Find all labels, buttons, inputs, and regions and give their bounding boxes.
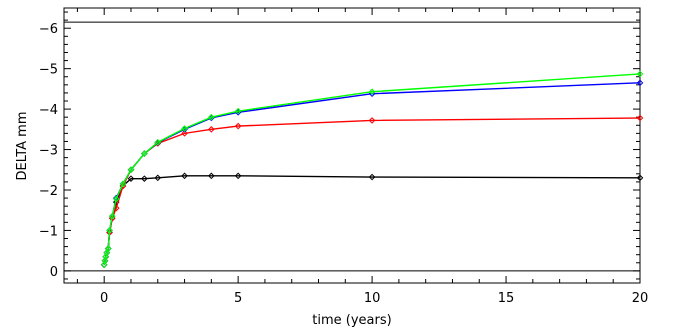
data-point <box>127 175 135 182</box>
series-layer <box>100 70 644 269</box>
data-point <box>181 125 188 132</box>
series-0 <box>100 172 644 269</box>
plot-frame <box>63 7 641 284</box>
data-point <box>636 114 644 122</box>
data-point <box>104 245 112 252</box>
data-point <box>636 79 644 87</box>
data-point <box>106 227 113 234</box>
data-point <box>154 138 162 146</box>
data-point <box>368 173 376 181</box>
x-tick-label: 20 <box>632 291 649 306</box>
data-point <box>102 253 110 261</box>
data-point <box>368 88 376 96</box>
data-point <box>208 113 215 121</box>
data-point <box>234 172 242 180</box>
data-point <box>103 249 111 256</box>
y-tick-label: −4 <box>39 103 58 118</box>
data-point <box>234 107 242 115</box>
data-point <box>154 174 162 182</box>
data-point <box>208 172 215 180</box>
x-tick-label: 10 <box>364 291 381 306</box>
data-point <box>101 257 109 265</box>
data-point <box>100 261 108 269</box>
data-point <box>636 70 644 78</box>
data-point <box>181 172 188 180</box>
data-point <box>636 174 644 182</box>
reference-lines <box>64 21 640 272</box>
data-point <box>234 122 242 130</box>
series-1 <box>100 114 644 269</box>
data-point <box>181 130 188 137</box>
y-tick-label: −1 <box>39 224 58 239</box>
x-axis-title: time (years) <box>312 313 391 328</box>
y-tick-label: −2 <box>39 184 58 199</box>
y-tick-label: −5 <box>39 63 58 78</box>
y-tick-label: 0 <box>50 265 58 280</box>
x-tick-label: 0 <box>100 291 108 306</box>
y-axis-title: DELTA mm <box>15 112 30 181</box>
y-tick-label: −3 <box>39 144 58 159</box>
data-point <box>141 150 148 157</box>
data-point <box>141 175 148 182</box>
x-tick-label: 15 <box>498 291 515 306</box>
data-point <box>208 126 215 133</box>
data-point <box>119 180 127 188</box>
series-line <box>103 117 641 265</box>
data-point <box>368 117 376 124</box>
axes-ticks: 0 5 10 15 20 0 −1 −2 −3 −4 −5 −6 <box>39 8 648 306</box>
data-point <box>112 195 120 203</box>
series-3 <box>100 70 644 269</box>
data-point <box>108 212 116 220</box>
series-line <box>103 73 641 265</box>
x-tick-label: 5 <box>234 291 242 306</box>
series-line <box>103 175 641 265</box>
y-tick-label: −6 <box>39 22 58 37</box>
data-point <box>127 166 135 174</box>
